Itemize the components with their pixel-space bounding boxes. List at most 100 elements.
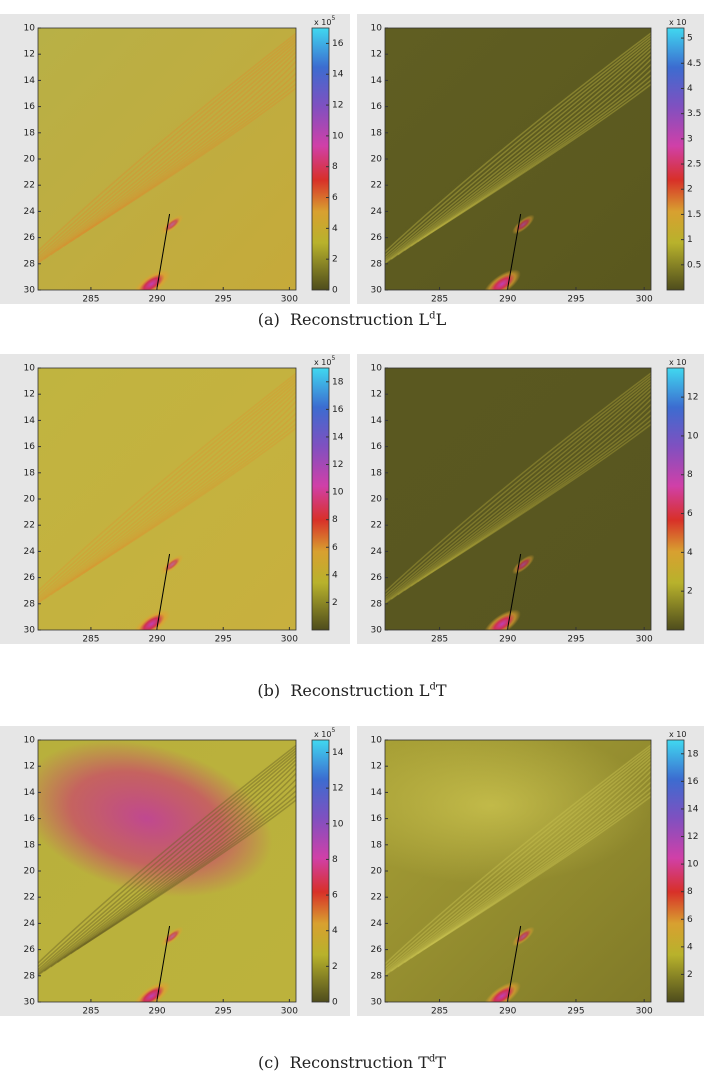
y-tick-label: 18 [24, 128, 36, 138]
heatmap-stripe [76, 82, 296, 238]
heatmap-stripe [43, 55, 296, 260]
colorbar-scale: x 105 [314, 15, 335, 27]
colorbar-tick-label: 0.5 [687, 260, 701, 270]
colorbar-tick-label: 6 [332, 193, 338, 203]
scale-base: x 10 [669, 358, 686, 367]
colorbar-tick-label: 12 [687, 832, 698, 842]
colorbar-tick-label: 4 [332, 224, 338, 234]
heatmap-stripe [390, 393, 651, 600]
y-tick-label: 14 [371, 788, 383, 798]
heatmap-stripe [38, 50, 296, 265]
heatmap-stripe [83, 799, 296, 946]
y-tick-label: 20 [371, 495, 383, 505]
scale-base: x 10 [669, 730, 686, 739]
heatmap-field [38, 28, 296, 290]
heatmap-stripe [76, 794, 296, 950]
heatmap-stripe [70, 417, 296, 583]
heatmap-stripe [385, 42, 651, 263]
colorbar-tick-label: 4 [687, 84, 693, 94]
y-tick-label: 20 [371, 867, 383, 877]
heatmap-stripe [38, 380, 296, 601]
x-tick-label: 290 [499, 295, 516, 305]
caption-text: Reconstruction T [289, 1053, 429, 1072]
colorbar-tick-label: 12 [332, 784, 343, 794]
heatmap-stripe [385, 379, 651, 602]
y-tick-label: 28 [24, 599, 36, 609]
heatmap-stripe [385, 32, 651, 253]
colorbar-tick-label: 14 [332, 748, 344, 758]
y-tick-label: 16 [24, 814, 36, 824]
heatmap-stripe [38, 47, 296, 264]
source-line [156, 553, 171, 630]
heatmap-stripe [38, 762, 296, 977]
colorbar-tick-label: 10 [332, 819, 344, 829]
caption-label: (a) [257, 310, 280, 329]
colorbar-tick-label: 16 [687, 777, 699, 787]
y-tick-label: 14 [24, 76, 36, 86]
colorbar-tick-label: 14 [687, 804, 699, 814]
colorbar-tick-label: 4 [332, 570, 338, 580]
heatmap-stripe [403, 63, 651, 252]
heatmap-stripe [70, 77, 296, 243]
heatmap-stripe [43, 767, 296, 972]
colorbar-tick-label: 3 [687, 134, 693, 144]
heatmap-stripe [385, 34, 651, 257]
y-tick-label: 20 [371, 155, 383, 165]
y-tick-label: 10 [24, 736, 36, 746]
y-tick-label: 22 [371, 893, 382, 903]
heatmap-stripe [50, 772, 296, 968]
scale-exponent: 5 [331, 355, 335, 362]
heatmap [385, 28, 651, 290]
heatmap-stripe [63, 784, 296, 959]
y-tick-label: 26 [371, 945, 383, 955]
heatmap-stripe [385, 746, 651, 969]
source-line [506, 925, 522, 1002]
y-tick-label: 16 [24, 442, 36, 452]
heatmap-stripe [410, 409, 651, 587]
caption-text: Reconstruction L [290, 681, 430, 700]
source-line [156, 213, 171, 290]
heatmap-field [385, 368, 651, 630]
x-tick-label: 285 [82, 635, 99, 645]
colorbar-tick-label: 2 [687, 185, 693, 195]
caption-sup: d [429, 681, 436, 693]
caption-label: (b) [257, 681, 281, 700]
caption: (c) Reconstruction TdT [0, 1053, 704, 1072]
panel: 285 290 295 30010121416182022242628300.511.… [357, 14, 704, 305]
y-tick-label: 10 [371, 24, 383, 34]
panel: 285 290 295 3001012141618202224262830246810… [0, 354, 350, 645]
colorbar-tick-label: 4 [687, 942, 693, 952]
heatmap-stripe [50, 60, 296, 256]
heatmap-stripe [390, 765, 651, 972]
y-tick-label: 10 [24, 364, 36, 374]
colorbar-tick-label: 0 [332, 998, 338, 1008]
x-tick-label: 295 [567, 295, 584, 305]
colorbar-tick-label: 12 [687, 393, 698, 403]
heatmap-stripe [385, 758, 651, 976]
y-tick-label: 30 [24, 286, 36, 296]
heatmap-glow [385, 740, 651, 885]
heatmap [385, 368, 651, 630]
heatmap-stripe [385, 386, 651, 604]
y-tick-label: 12 [371, 762, 382, 772]
heatmap-stripe [385, 751, 651, 974]
colorbar-tick-label: 8 [332, 162, 338, 172]
y-tick-label: 16 [24, 102, 36, 112]
colorbar-tick-label: 10 [332, 488, 344, 498]
heatmap-hotspot [483, 269, 521, 290]
y-tick-label: 28 [24, 259, 36, 269]
source-line [506, 553, 522, 630]
heatmap-stripe [397, 58, 651, 256]
heatmap-stripe [50, 400, 296, 596]
colorbar-tick-label: 14 [332, 432, 344, 442]
scale-base: x 10 [669, 18, 686, 27]
heatmap-stripe [38, 383, 296, 603]
colorbar-tick-label: 14 [332, 70, 344, 80]
heatmap-stripe [38, 377, 296, 599]
y-tick-label: 26 [24, 945, 36, 955]
scale-base: x 10 [314, 730, 331, 739]
heatmap-stripe [38, 744, 296, 965]
colorbar-tick-label: 2 [332, 255, 338, 265]
